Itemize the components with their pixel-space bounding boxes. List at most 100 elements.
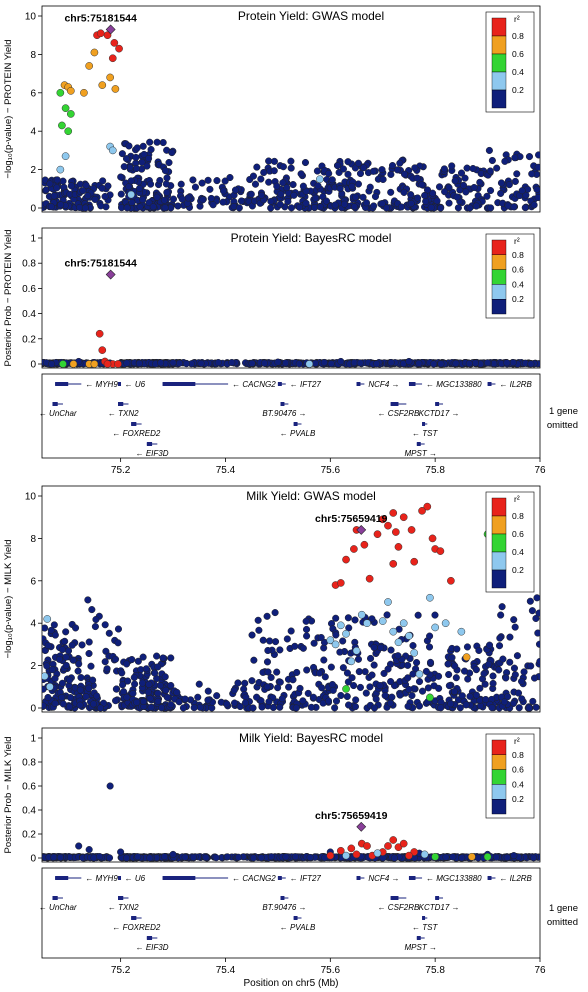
snp-point	[146, 138, 154, 146]
snp-point	[534, 193, 540, 202]
snp-point	[91, 623, 99, 631]
snp-point	[360, 164, 368, 172]
snp-point	[89, 676, 97, 684]
snp-point	[350, 203, 359, 211]
snp-point	[462, 188, 470, 196]
snp-point	[440, 165, 448, 173]
gene-label: ← PVALB	[280, 923, 316, 932]
gene-exon	[162, 876, 196, 880]
gene-exon	[416, 442, 421, 446]
snp-point	[452, 359, 460, 367]
snp-point	[163, 188, 171, 197]
snp-point	[394, 652, 402, 660]
y-tick-label: 8	[30, 534, 36, 545]
snp-point	[363, 842, 371, 850]
y-tick-label: 0	[30, 204, 36, 215]
legend-swatch	[491, 515, 507, 535]
snp-point	[90, 48, 99, 57]
snp-point	[448, 654, 456, 662]
snp-point	[151, 669, 159, 677]
y-tick-label: 1	[30, 734, 36, 745]
r2-legend: r² 0.8 0.6 0.4 0.2	[485, 11, 535, 113]
x-tick-label: 76	[534, 465, 546, 476]
snp-point	[249, 854, 258, 862]
snp-point	[91, 195, 99, 203]
gene-label: ← CSF2RB	[378, 903, 420, 912]
snp-point	[511, 623, 519, 631]
snp-point	[464, 675, 472, 683]
snp-point	[146, 854, 154, 862]
snp-point	[257, 854, 265, 862]
snp-point	[248, 677, 256, 685]
snp-point	[136, 203, 144, 211]
gene-label: KCTD17 →	[419, 903, 460, 912]
snp-point	[76, 701, 84, 709]
gene-label: BT.90476 →	[262, 409, 306, 418]
y-tick-label: 10	[25, 12, 37, 23]
gene-label: ← U6	[125, 874, 146, 883]
gene-label: ← MGC133880	[426, 874, 482, 883]
snp-point	[414, 194, 422, 202]
x-tick-label: 75.6	[321, 965, 341, 976]
snp-point	[513, 170, 521, 178]
snp-point	[265, 178, 273, 186]
snp-point	[368, 671, 376, 679]
snp-point	[131, 680, 139, 688]
snp-point	[458, 692, 466, 700]
gene-label: ← UnChar	[39, 903, 77, 912]
snp-point	[174, 202, 182, 210]
snp-point	[415, 678, 424, 686]
snp-point	[499, 655, 507, 663]
snp-point	[134, 657, 142, 665]
snp-point	[145, 154, 153, 163]
snp-point	[462, 653, 471, 661]
lead-snp-marker	[105, 24, 116, 35]
gene-exon	[293, 422, 298, 426]
snp-point	[510, 852, 518, 860]
snp-point	[373, 360, 381, 368]
points-group	[42, 269, 540, 368]
snp-point	[509, 359, 517, 367]
snp-point	[129, 689, 137, 697]
snp-point	[117, 190, 125, 198]
snp-point	[284, 197, 292, 206]
snp-point	[303, 666, 311, 674]
y-axis-label: Posterior Prob − PROTEIN Yield	[3, 229, 14, 366]
gene-exon	[162, 382, 196, 386]
legend-swatch	[491, 71, 507, 91]
snp-point	[408, 692, 416, 700]
gene-label: ← CSF2RB	[378, 409, 420, 418]
snp-point	[297, 170, 305, 178]
snp-point	[145, 199, 153, 207]
snp-point	[466, 204, 474, 212]
snp-point	[457, 169, 466, 177]
snp-point	[123, 660, 131, 668]
snp-point	[456, 704, 464, 712]
y-axis-label: Posterior Prob − MILK Yield	[3, 737, 14, 854]
snp-point	[142, 665, 150, 673]
lead-snp-marker	[356, 821, 367, 832]
x-axis-label: Position on chr5 (Mb)	[243, 978, 338, 989]
snp-point	[143, 162, 151, 170]
x-axis-1: 75.2 75.4 75.6 75.8 76	[111, 458, 546, 476]
snp-point	[437, 204, 445, 212]
gene-exon	[118, 402, 124, 406]
snp-point	[325, 169, 333, 178]
snp-point	[525, 153, 534, 161]
snp-point	[271, 638, 280, 646]
gene-label: ← EIF3D	[136, 449, 169, 458]
gene-exon	[118, 382, 122, 386]
snp-point	[360, 540, 369, 549]
snp-point	[351, 616, 359, 624]
snp-point	[195, 680, 203, 688]
snp-point	[535, 609, 540, 617]
legend-tick-label: 0.4	[512, 67, 524, 77]
snp-point	[410, 848, 419, 856]
snp-point	[485, 660, 493, 668]
snp-point	[127, 190, 135, 199]
x-tick-label: 75.4	[216, 465, 236, 476]
snp-point	[431, 611, 439, 619]
y-tick-label: 0	[30, 854, 36, 865]
snp-point	[154, 697, 162, 705]
